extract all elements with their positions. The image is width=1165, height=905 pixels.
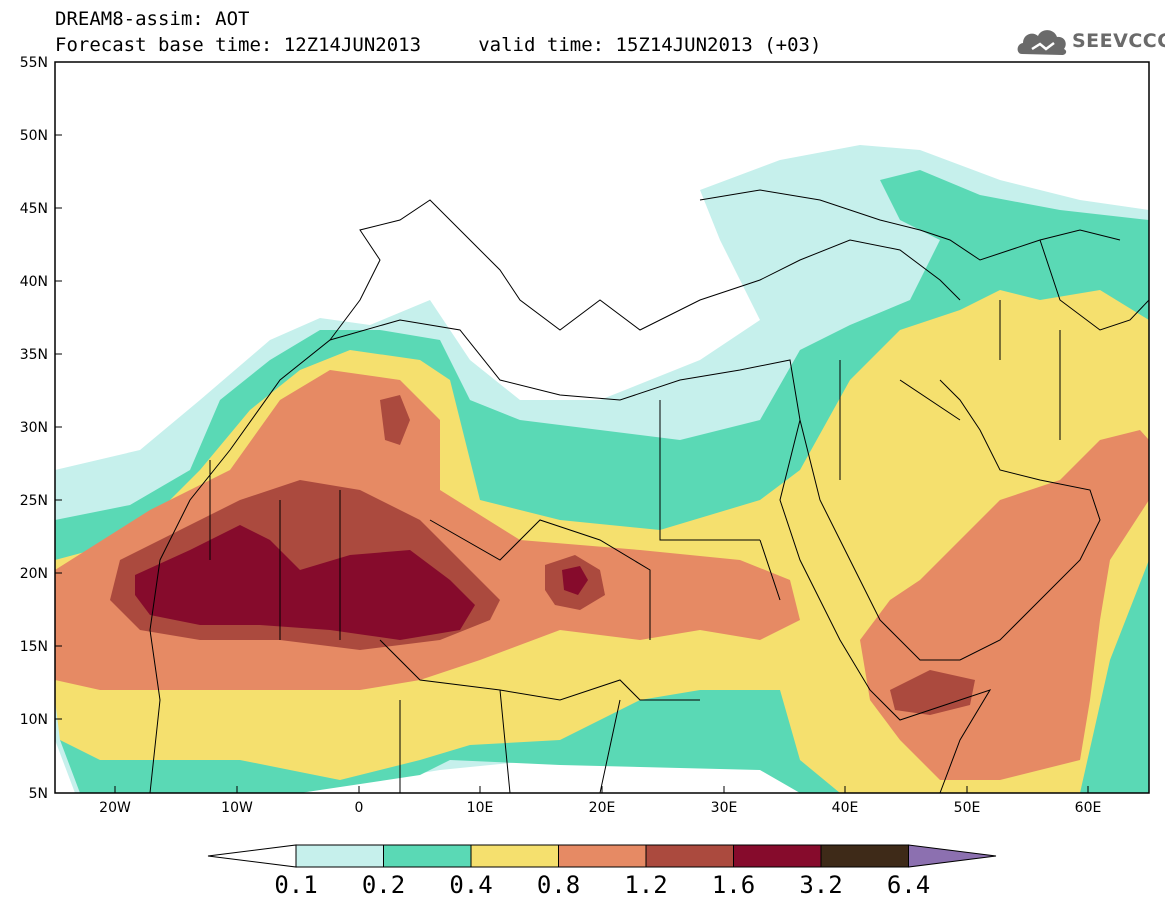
colorbar-label: 0.4: [449, 871, 492, 899]
lat-label: 55N: [20, 55, 48, 71]
lat-label: 5N: [29, 786, 48, 802]
lon-label: 30E: [711, 800, 738, 816]
colorbar-swatch: [733, 844, 822, 868]
lat-label: 40N: [20, 274, 48, 290]
coastlines: [149, 189, 1149, 793]
longitude-labels: 20W 10W 0 10E 20E 30E 40E 50E 60E: [99, 800, 1101, 816]
lon-label: 10E: [467, 800, 494, 816]
colorbar-high-arrow: [908, 844, 997, 868]
chart-subtitle: Forecast base time: 12Z14JUN2013 valid t…: [55, 34, 822, 56]
lon-label: 20W: [99, 800, 131, 816]
colorbar-label: 1.2: [624, 871, 667, 899]
latitude-labels: 55N 50N 45N 40N 35N 30N 25N 20N 15N 10N …: [20, 55, 48, 802]
colorbar-label: 1.6: [712, 871, 755, 899]
axis-ticks: [55, 61, 1089, 793]
colorbar-label: 0.2: [362, 871, 405, 899]
lon-label: 0: [355, 800, 364, 816]
lat-label: 25N: [20, 493, 48, 509]
lon-label: 10W: [221, 800, 253, 816]
colorbar-label: 0.8: [537, 871, 580, 899]
lon-label: 60E: [1075, 800, 1102, 816]
colorbar-swatch: [470, 844, 559, 868]
colorbar-label: 6.4: [887, 871, 930, 899]
lat-label: 10N: [20, 712, 48, 728]
colorbar-swatch: [383, 844, 472, 868]
lat-label: 45N: [20, 201, 48, 217]
colorbar-swatch: [558, 844, 647, 868]
lat-label: 20N: [20, 566, 48, 582]
colorbar-swatch: [645, 844, 734, 868]
lat-label: 30N: [20, 420, 48, 436]
logo-text: SEEVCCC: [1072, 30, 1165, 52]
lat-label: 50N: [20, 128, 48, 144]
colorbar-swatch: [295, 844, 384, 868]
aot-field: [55, 62, 1149, 793]
lat-label: 35N: [20, 347, 48, 363]
chart-title: DREAM8-assim: AOT: [55, 8, 250, 30]
lon-label: 50E: [954, 800, 981, 816]
cloud-icon: [1017, 30, 1067, 55]
colorbar-swatch: [820, 844, 909, 868]
colorbar-label: 3.2: [799, 871, 842, 899]
colorbar: 0.1 0.2 0.4 0.8 1.2 1.6 3.2 6.4: [207, 844, 997, 899]
lon-label: 20E: [589, 800, 616, 816]
lat-label: 15N: [20, 639, 48, 655]
colorbar-label: 0.1: [274, 871, 317, 899]
lon-label: 40E: [832, 800, 859, 816]
colorbar-low-arrow: [207, 844, 297, 868]
